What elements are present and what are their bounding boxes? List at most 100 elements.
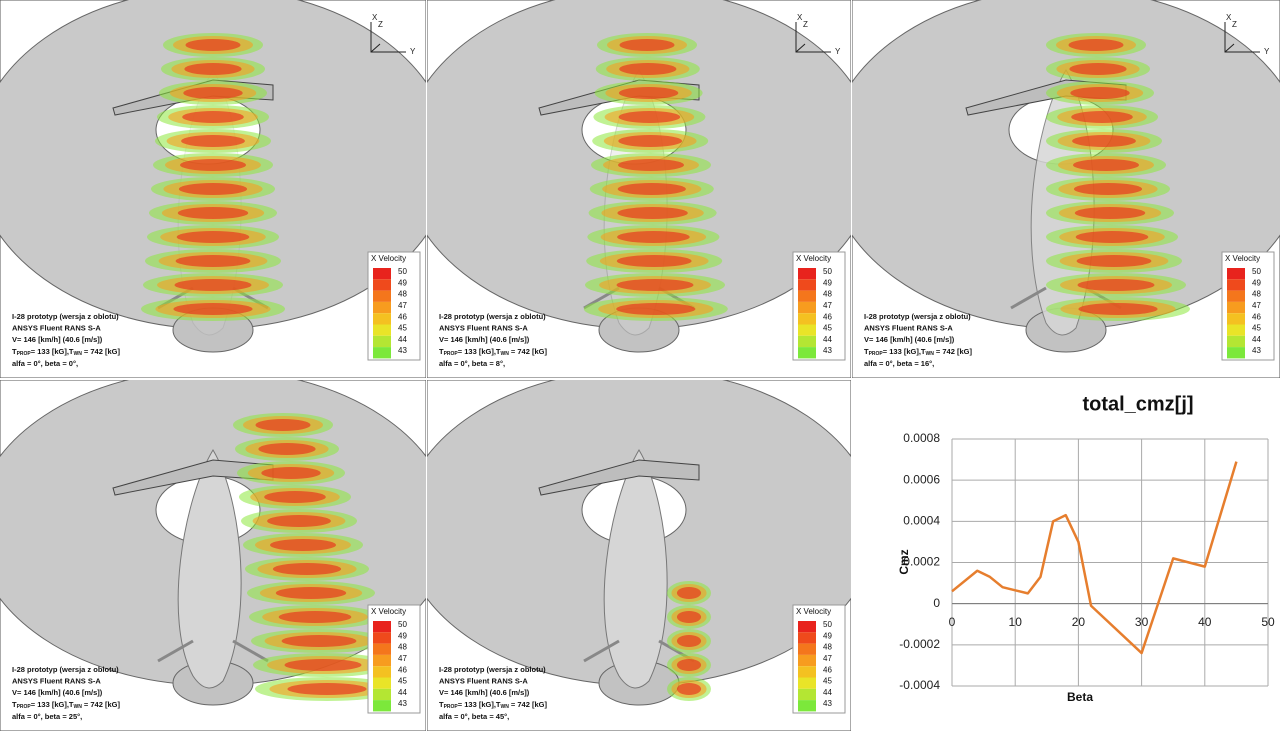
legend-label: 43 bbox=[1252, 346, 1261, 355]
slice-inner bbox=[255, 419, 311, 431]
axis-letter: Y bbox=[835, 47, 841, 56]
y-tick-label: 0.0008 bbox=[903, 431, 940, 445]
thrust-part: PROP bbox=[17, 704, 32, 710]
y-tick-label: 0.0006 bbox=[903, 472, 940, 486]
legend-title: X Velocity bbox=[796, 254, 831, 263]
legend-swatch bbox=[373, 313, 391, 325]
slice-inner bbox=[676, 659, 702, 671]
legend-label: 50 bbox=[823, 620, 832, 629]
legend-label: 46 bbox=[398, 665, 407, 674]
info-line: V= 146 [km/h] (40.6 [m/s]) bbox=[12, 688, 103, 697]
legend-title: X Velocity bbox=[1225, 254, 1260, 263]
legend-label: 45 bbox=[823, 324, 832, 333]
info-line: I-28 prototyp (wersja z oblotu) bbox=[12, 665, 119, 674]
slice-inner bbox=[174, 279, 252, 291]
slice-inner bbox=[676, 587, 702, 599]
thrust-part: = 133 [kG],T bbox=[31, 347, 74, 356]
slice-inner bbox=[618, 87, 679, 99]
legend-swatch bbox=[798, 666, 816, 678]
slice-inner bbox=[676, 635, 702, 647]
legend-label: 49 bbox=[823, 631, 832, 640]
triad bbox=[795, 22, 831, 53]
y-tick-label: -0.0004 bbox=[899, 678, 940, 692]
legend-label: 48 bbox=[823, 290, 832, 299]
x-tick-label: 40 bbox=[1198, 615, 1212, 629]
x-axis-label: Beta bbox=[1067, 690, 1093, 704]
legend-swatch bbox=[1227, 268, 1245, 280]
cfd-panel: I-28 prototyp (wersja z oblotu) ANSYS Flu… bbox=[427, 380, 851, 731]
info-line: I-28 prototyp (wersja z oblotu) bbox=[439, 665, 546, 674]
y-tick-label: 0.0002 bbox=[903, 555, 940, 569]
slice-inner bbox=[676, 683, 702, 695]
slice-inner bbox=[616, 279, 694, 291]
slice-inner bbox=[1077, 279, 1155, 291]
legend-swatch bbox=[798, 301, 816, 314]
thrust-part: = 133 [kG],T bbox=[458, 700, 501, 709]
legend-label: 49 bbox=[823, 278, 832, 287]
thrust-part: T bbox=[864, 347, 869, 356]
info-line: V= 146 [km/h] (40.6 [m/s]) bbox=[864, 335, 955, 344]
slice-inner bbox=[617, 207, 688, 219]
info-line: ANSYS Fluent RANS S-A bbox=[12, 676, 101, 685]
legend-swatch bbox=[373, 643, 391, 655]
slice-inner bbox=[616, 303, 696, 315]
y-axis-label: Cmz bbox=[897, 549, 911, 574]
slice-inner bbox=[173, 303, 253, 315]
slice-inner bbox=[619, 39, 675, 51]
slice-inner bbox=[618, 111, 681, 123]
legend-label: 43 bbox=[823, 699, 832, 708]
thrust-part: WN bbox=[501, 351, 510, 357]
legend-label: 45 bbox=[823, 677, 832, 686]
thrust-line: TPROP= 133 [kG],TWN = 742 [kG] bbox=[439, 700, 547, 710]
thrust-line: TPROP= 133 [kG],TWN = 742 [kG] bbox=[12, 347, 120, 357]
angles-line: alfa = 0°, beta = 25°, bbox=[12, 712, 82, 721]
slice-inner bbox=[287, 683, 367, 695]
cfd-panel: XZ Y I-28 prototyp (wersja z oblotu) ANSYS … bbox=[852, 0, 1280, 378]
x-tick-label: 50 bbox=[1261, 615, 1275, 629]
legend-title: X Velocity bbox=[371, 607, 406, 616]
legend-label: 50 bbox=[398, 620, 407, 629]
legend-label: 48 bbox=[398, 290, 407, 299]
y-tick-label: -0.0002 bbox=[899, 637, 940, 651]
cfd-panel: XZ Y I-28 prototyp (wersja z oblotu) ANSYS … bbox=[0, 0, 426, 378]
legend-swatch bbox=[373, 347, 391, 359]
strut bbox=[157, 639, 194, 663]
thrust-part: WN bbox=[74, 704, 83, 710]
axis-letter: Z bbox=[803, 20, 808, 29]
legend-swatch bbox=[798, 643, 816, 655]
slice-inner bbox=[176, 231, 250, 243]
slice-inner bbox=[1072, 135, 1136, 147]
slice-inner bbox=[676, 611, 702, 623]
slice-inner bbox=[278, 611, 352, 623]
slice-inner bbox=[1069, 63, 1127, 75]
thrust-part: = 742 [kG] bbox=[82, 347, 121, 356]
axis-letter: Z bbox=[378, 20, 383, 29]
thrust-part: T bbox=[12, 347, 17, 356]
info-line: ANSYS Fluent RANS S-A bbox=[12, 323, 101, 332]
slice-inner bbox=[616, 255, 692, 267]
slice-inner bbox=[1068, 39, 1124, 51]
legend-label: 43 bbox=[823, 346, 832, 355]
legend-swatch bbox=[1227, 301, 1245, 314]
legend-swatch bbox=[798, 279, 816, 291]
legend-swatch bbox=[373, 290, 391, 302]
thrust-part: PROP bbox=[17, 351, 32, 357]
cfd-panel: XZ Y I-28 prototyp (wersja z oblotu) ANSYS … bbox=[427, 0, 851, 378]
angles-line: alfa = 0°, beta = 16°, bbox=[864, 359, 934, 368]
legend-label: 45 bbox=[398, 677, 407, 686]
legend-swatch bbox=[373, 700, 391, 712]
legend-label: 48 bbox=[823, 643, 832, 652]
legend-label: 47 bbox=[398, 301, 407, 310]
axis-letter: X bbox=[372, 13, 378, 22]
legend-swatch bbox=[1227, 335, 1245, 348]
slice-inner bbox=[1071, 111, 1133, 123]
slice-inner bbox=[264, 491, 326, 503]
slice-inner bbox=[182, 111, 244, 123]
legend-label: 44 bbox=[398, 688, 407, 697]
slice-inner bbox=[185, 39, 241, 51]
legend-swatch bbox=[1227, 279, 1245, 291]
legend-swatch bbox=[798, 677, 816, 689]
thrust-part: = 133 [kG],T bbox=[458, 347, 501, 356]
slice-inner bbox=[1076, 255, 1152, 267]
legend-swatch bbox=[373, 335, 391, 348]
